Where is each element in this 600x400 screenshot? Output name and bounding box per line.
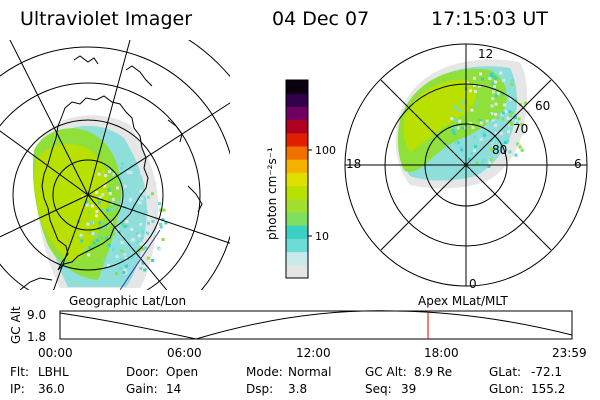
mlt-label-6: 6 [574,157,582,171]
glat-value: -72.1 [531,365,562,379]
gain-label: Gain: [126,382,158,396]
colorbar-swatch [286,146,308,160]
colorbar-swatch [286,80,308,94]
colorbar: 100 10 photon cm⁻²s⁻¹ [265,79,336,279]
mode-value: Normal [288,365,331,379]
mode-label: Mode: [246,365,283,379]
mlt-label-12: 12 [478,47,493,61]
right-panel-caption: Apex MLat/MLT [418,294,508,308]
dsp-label: Dsp: [246,382,273,396]
altitude-timeline: GC Alt 9.0 1.8 00:00 06:00 12:00 18:00 2… [9,306,587,360]
timeline-x-tick-1200: 12:00 [296,346,331,360]
timeline-x-tick-0600: 06:00 [167,346,202,360]
lat-label-70: 70 [513,122,528,136]
app-title: Ultraviolet Imager [20,8,192,30]
altitude-curve [59,310,573,340]
timeline-x-tick-2359: 23:59 [552,346,587,360]
dsp-value: 3.8 [288,382,307,396]
seq-label: Seq: [365,382,392,396]
glat-label: GLat: [489,365,521,379]
glon-label: GLon: [489,382,524,396]
gcalt-label: GC Alt: [365,365,407,379]
seq-value: 39 [401,382,416,396]
gain-value: 14 [166,382,181,396]
polar-grid [344,43,588,287]
timeline-axis-label: GC Alt [9,306,23,344]
mlt-label-18: 18 [346,157,361,171]
colorbar-swatch [286,212,308,226]
colorbar-swatches [286,80,308,279]
colorbar-label: photon cm⁻²s⁻¹ [265,147,279,240]
left-grid [0,40,230,290]
gcalt-value: 8.9 Re [414,365,452,379]
glon-value: 155.2 [531,382,565,396]
image-date: 04 Dec 07 [272,8,369,30]
timeline-y-tick-max: 9.0 [27,308,46,322]
door-value: Open [166,365,198,379]
right-aurora-noise [450,71,531,168]
ip-label: IP: [10,382,25,396]
colorbar-swatch [286,159,308,173]
lat-label-80: 80 [492,143,507,157]
timeline-y-tick-min: 1.8 [27,330,46,344]
info-panel: Flt: LBHL IP: 36.0 Door: Open Gain: 14 M… [10,365,565,396]
ip-value: 36.0 [38,382,65,396]
colorbar-swatch [286,119,308,134]
colorbar-swatch [286,225,308,239]
magnetic-polar-panel: 12 18 6 0 60 70 80 [344,43,588,291]
flt-label: Flt: [10,365,29,379]
colorbar-tick-100: 100 [315,144,336,157]
colorbar-swatch [286,238,308,253]
colorbar-swatch [286,264,308,279]
colorbar-swatch [286,106,308,121]
timeline-x-tick-0000: 00:00 [38,346,73,360]
door-label: Door: [126,365,159,379]
left-panel-caption: Geographic Lat/Lon [69,294,186,308]
colorbar-swatch [286,198,308,213]
colorbar-swatch [286,132,308,147]
right-aurora-image [395,59,531,189]
flt-value: LBHL [38,365,69,379]
timeline-x-tick-1800: 18:00 [424,346,459,360]
geographic-map-panel [0,40,230,290]
colorbar-tick-10: 10 [315,230,329,243]
image-time: 17:15:03 UT [431,8,548,30]
lat-label-60: 60 [535,99,550,113]
coastline-antarctica [19,55,203,290]
colorbar-swatch [286,93,308,107]
mlt-label-0: 0 [469,277,477,291]
colorbar-swatch [286,185,308,200]
colorbar-swatch [286,251,308,266]
colorbar-swatch [286,172,308,187]
